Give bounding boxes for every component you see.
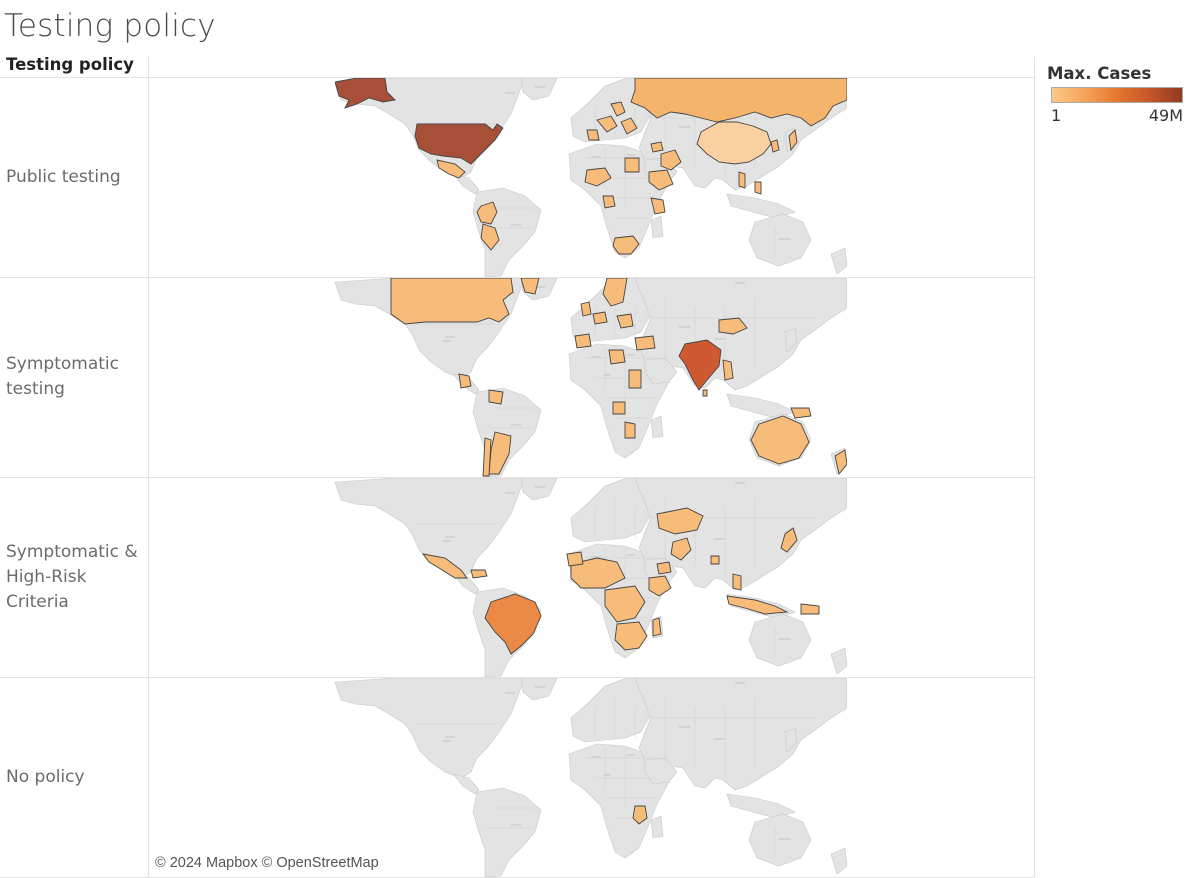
country-west-africa — [570, 557, 626, 589]
country-mexico — [436, 159, 466, 179]
country-png — [790, 407, 812, 419]
country-mexico — [421, 553, 468, 579]
country-nigeria — [602, 195, 616, 209]
country-tanzania — [624, 421, 636, 439]
highlight-layer-symptomatic-high-risk — [421, 507, 820, 655]
country-algeria — [584, 167, 612, 187]
country-png — [800, 603, 820, 615]
row-header-label: Testing policy — [6, 55, 134, 74]
map-panel-symptomatic-high-risk[interactable] — [335, 478, 847, 677]
country-kazakhstan — [656, 507, 704, 535]
country-mauritania — [566, 551, 584, 567]
country-venezuela — [488, 389, 504, 405]
country-philippines — [754, 181, 762, 195]
country-mongolia — [718, 317, 748, 335]
grid-line — [0, 77, 1035, 78]
country-peru — [480, 223, 500, 251]
country-myanmar — [722, 359, 734, 381]
page-title: Testing policy — [4, 8, 216, 44]
country-southern-africa — [614, 621, 648, 651]
country-saudi — [648, 169, 674, 191]
country-caucasus — [650, 141, 664, 153]
country-middle-east — [634, 335, 656, 351]
legend-title: Max. Cases — [1047, 64, 1152, 83]
row-label-no-policy: No policy — [6, 767, 85, 787]
country-central-america — [458, 373, 472, 389]
grid-divider — [1034, 57, 1035, 878]
country-yemen — [656, 561, 672, 575]
country-new-zealand — [834, 449, 847, 476]
country-colombia — [476, 201, 498, 225]
country-indonesia — [726, 595, 789, 615]
country-canada — [390, 278, 514, 325]
country-ethiopia — [650, 197, 666, 215]
country-congo — [612, 401, 626, 415]
highlight-layer-no-policy — [632, 805, 648, 825]
country-japan — [788, 129, 798, 152]
country-madagascar — [652, 617, 662, 637]
row-label-symptomatic-high-risk: Symptomatic & High-Risk Criteria — [6, 542, 138, 612]
country-europe-d — [586, 129, 600, 141]
map-attribution[interactable]: © 2024 Mapbox © OpenStreetMap — [155, 855, 379, 871]
legend-labels: 1 49M — [1047, 106, 1185, 128]
country-uk — [580, 301, 592, 317]
grid-line — [0, 277, 1035, 278]
country-india — [678, 339, 722, 391]
country-japan — [780, 527, 798, 553]
country-europe-c — [620, 117, 638, 135]
country-southern-africa-small — [632, 805, 648, 825]
country-vietnam — [738, 171, 746, 189]
country-pakistan — [670, 537, 692, 561]
country-bangladesh — [710, 555, 720, 565]
map-panel-no-policy[interactable] — [335, 678, 847, 877]
country-europe-b — [610, 101, 626, 117]
country-brazil — [484, 593, 542, 655]
grid-line — [0, 677, 1035, 678]
grid-line — [0, 477, 1035, 478]
country-australia — [750, 415, 810, 465]
country-chile — [482, 437, 492, 477]
legend-max-label: 49M — [1148, 106, 1183, 125]
country-south-africa — [612, 235, 640, 255]
country-egypt — [624, 157, 640, 173]
row-label-public-testing: Public testing — [6, 167, 121, 187]
country-europe-e — [592, 311, 608, 325]
grid-divider — [148, 57, 149, 878]
highlight-layer-public-testing — [335, 78, 847, 255]
country-libya — [608, 349, 626, 365]
country-thailand — [732, 573, 742, 591]
country-central-africa — [604, 585, 646, 623]
legend-min-label: 1 — [1051, 106, 1062, 125]
row-label-symptomatic-testing: Symptomatic testing — [6, 354, 119, 399]
legend-gradient-bar — [1051, 87, 1183, 103]
map-panel-symptomatic-testing[interactable] — [335, 278, 847, 477]
country-alaska — [335, 78, 396, 109]
country-iran — [660, 149, 682, 171]
country-horn-africa — [648, 575, 672, 597]
country-spain — [574, 333, 592, 349]
map-panel-public-testing[interactable] — [335, 78, 847, 277]
country-korea — [770, 139, 780, 153]
country-russia — [630, 78, 847, 127]
country-scandinavia — [602, 278, 628, 307]
country-usa — [414, 123, 504, 165]
country-sri-lanka — [702, 389, 708, 397]
country-europe-a — [596, 115, 618, 133]
country-europe-f — [616, 313, 634, 329]
country-sudan — [628, 369, 642, 389]
color-legend: Max. Cases 1 49M — [1047, 64, 1185, 128]
country-argentina — [488, 431, 512, 475]
country-caribbean — [470, 569, 488, 579]
country-greenland — [520, 278, 540, 295]
country-china — [696, 121, 772, 165]
highlight-layer-symptomatic-testing — [390, 278, 847, 477]
